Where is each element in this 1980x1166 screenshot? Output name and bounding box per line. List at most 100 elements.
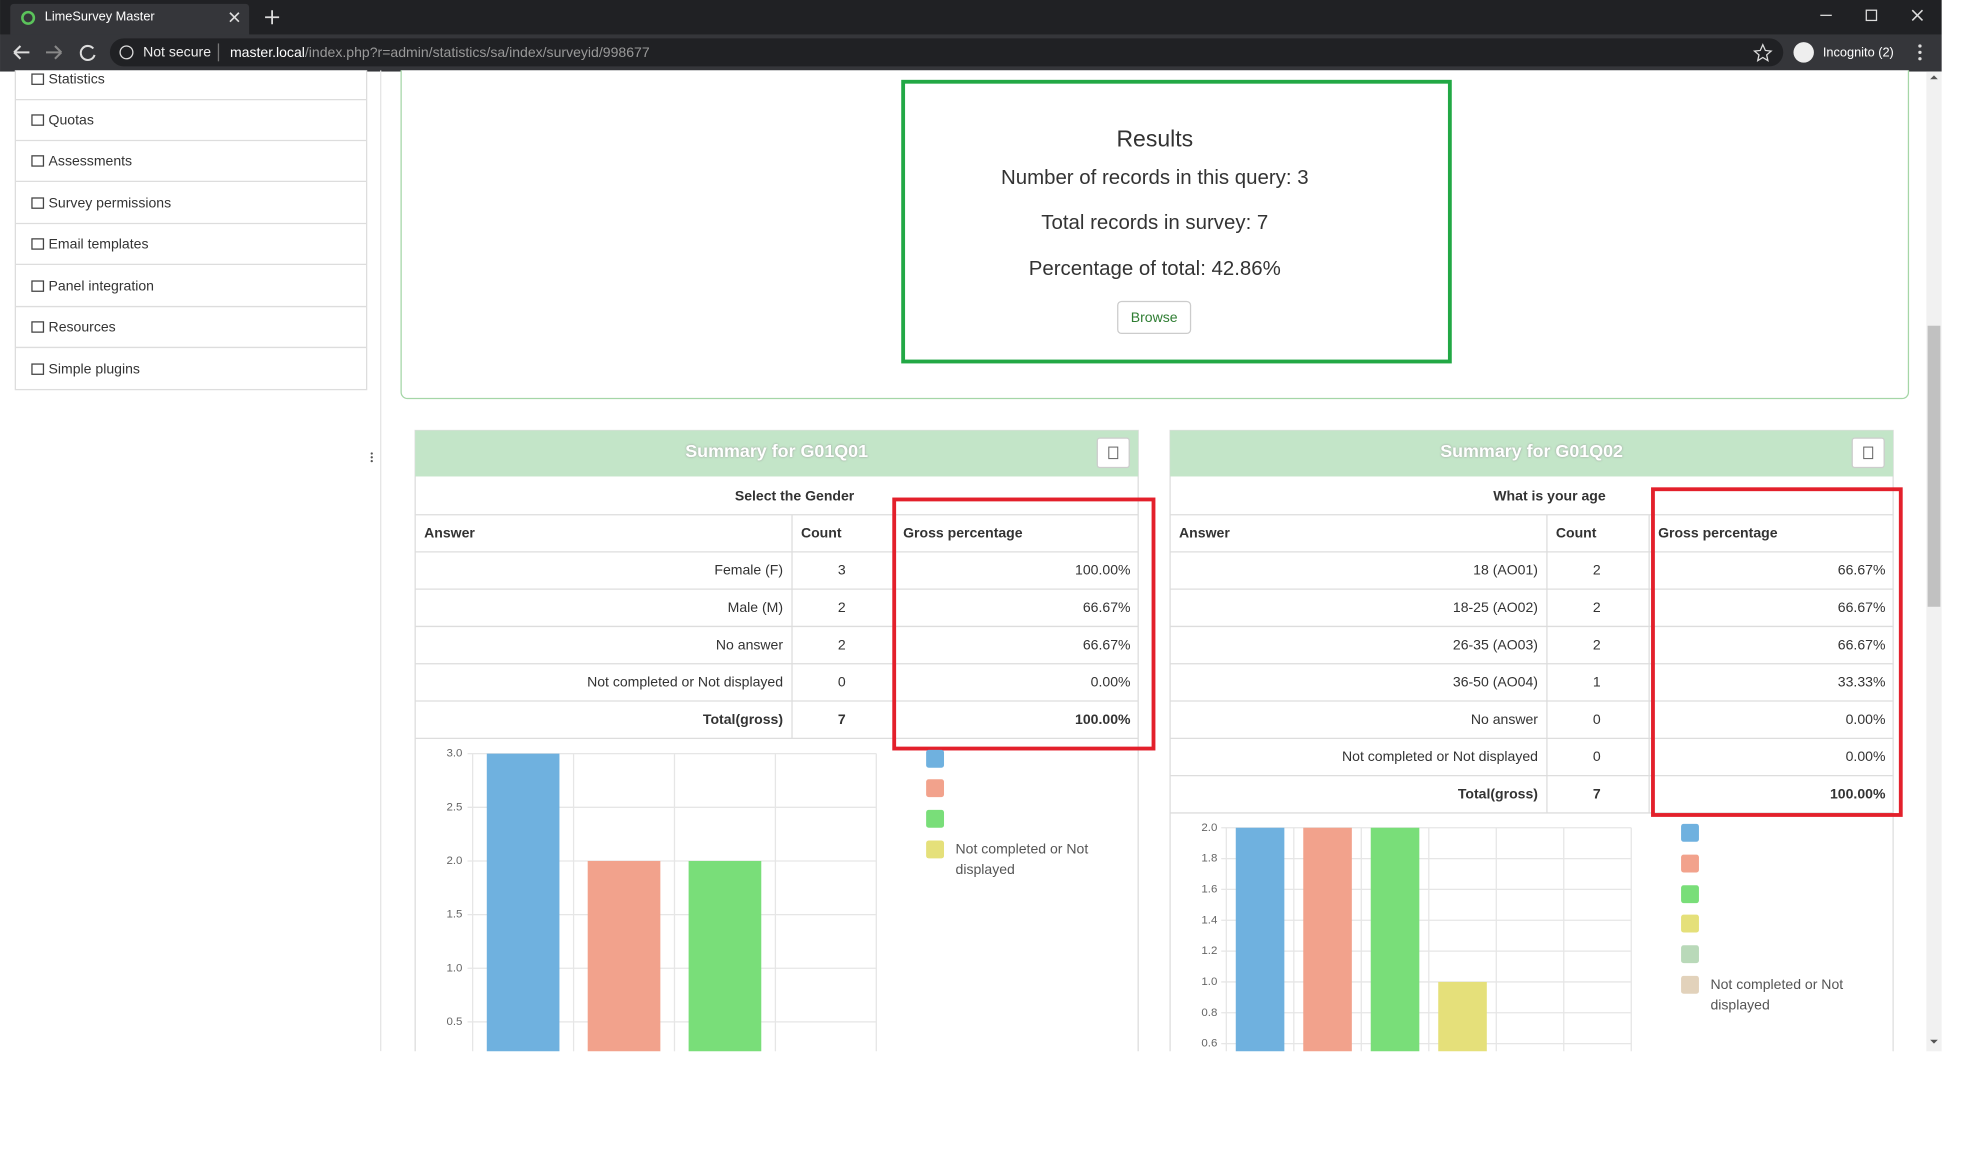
export-icon (1108, 446, 1119, 460)
y-tick-label: 2.0 (446, 855, 462, 867)
export-button[interactable] (1096, 437, 1130, 469)
legend-swatch[interactable] (1681, 945, 1699, 964)
bar (1235, 827, 1285, 1052)
legend-swatch[interactable] (926, 809, 945, 828)
column-header: Gross percentage (903, 525, 1023, 541)
forward[interactable] (46, 45, 63, 60)
results-line: Percentage of total: 42.86% (1029, 258, 1281, 280)
profile-label[interactable]: Incognito (2) (1823, 44, 1894, 59)
page-content: Results Browse Statistics Quotas Assessmen… (14, 70, 1910, 1052)
favicon (21, 10, 36, 25)
legend-swatch[interactable] (1681, 885, 1699, 904)
answer-cell: 26-35 (AO03) (1453, 636, 1538, 652)
collapse-handle[interactable] (370, 452, 373, 463)
bar (486, 753, 560, 1052)
menu-icon (31, 238, 45, 250)
bar (1438, 981, 1487, 1052)
count-cell: 7 (838, 711, 846, 727)
menu-item[interactable]: Panel integration (49, 277, 154, 293)
y-tick-label: 2.5 (446, 801, 462, 813)
question-text: Select the Gender (735, 488, 855, 504)
count-cell: 7 (1593, 786, 1601, 802)
count-cell: 2 (1593, 562, 1601, 578)
answer-cell: Total(gross) (703, 711, 783, 727)
url[interactable]: master.local/index.php?r=admin/statistic… (230, 44, 650, 60)
menu-icon (31, 197, 45, 209)
legend-label[interactable]: Not completed or Not displayed (956, 840, 1089, 876)
answer-cell: Not completed or Not displayed (1342, 748, 1538, 764)
browse-button[interactable] (1117, 300, 1192, 335)
question-text: What is your age (1493, 488, 1606, 504)
count-cell: 2 (838, 599, 846, 615)
count-cell: 2 (1593, 599, 1601, 615)
tab-title[interactable]: LimeSurvey Master (45, 9, 156, 24)
percentage-cell: 0.00% (1846, 711, 1886, 727)
answer-cell: No answer (1471, 711, 1538, 727)
scrollbar-thumb[interactable] (1927, 325, 1941, 607)
legend-swatch[interactable] (1681, 975, 1699, 994)
incognito-icon (1793, 42, 1814, 63)
panel-body (1169, 429, 1894, 1052)
y-tick-label: 1.2 (1201, 945, 1217, 957)
y-tick-label: 1.5 (446, 909, 462, 921)
tab-close[interactable] (229, 12, 240, 23)
new-tab[interactable] (265, 10, 280, 25)
omnibox[interactable] (109, 38, 1784, 67)
back[interactable] (13, 45, 30, 60)
y-tick-label: 0.5 (446, 1016, 462, 1028)
menu-icon (31, 363, 45, 375)
legend-label-line: Not completed or Not (1710, 976, 1843, 992)
percentage-cell: 100.00% (1830, 786, 1886, 802)
panel-header (415, 430, 1139, 477)
results-title: Results (1116, 126, 1193, 152)
bar (688, 860, 762, 1052)
menu-icon (31, 73, 45, 85)
legend-swatch[interactable] (926, 840, 945, 859)
menu-item[interactable]: Simple plugins (49, 361, 140, 377)
legend-swatch[interactable] (926, 749, 945, 768)
menu-item[interactable]: Email templates (49, 235, 149, 251)
menu-item[interactable]: Quotas (49, 111, 94, 127)
menu-item[interactable]: Assessments (49, 152, 133, 168)
legend-label[interactable]: Not completed or Not displayed (1710, 976, 1843, 1012)
y-tick-label: 1.6 (1201, 883, 1217, 895)
export-button[interactable] (1851, 437, 1885, 469)
bookmark-star[interactable] (1752, 43, 1773, 63)
column-header: Answer (424, 525, 475, 541)
legend-swatch[interactable] (926, 779, 945, 798)
legend-swatch[interactable] (1681, 914, 1699, 933)
count-cell: 1 (1593, 674, 1601, 690)
y-tick-label: 0.8 (1201, 1007, 1217, 1019)
menu-item[interactable]: Survey permissions (49, 194, 172, 210)
bar (1370, 827, 1420, 1052)
panel-title: Summary for G01Q01 (685, 441, 868, 461)
answer-cell: Total(gross) (1458, 786, 1538, 802)
sidebar (14, 70, 368, 391)
percentage-cell: 100.00% (1075, 711, 1131, 727)
browse-label[interactable]: Browse (1131, 309, 1178, 325)
answer-cell: Female (F) (714, 562, 783, 578)
menu-item[interactable]: Statistics (49, 71, 105, 87)
count-cell: 2 (838, 636, 846, 652)
tab[interactable] (10, 3, 250, 35)
legend-swatch[interactable] (1681, 823, 1699, 842)
tab-strip (0, 0, 1942, 35)
menu-icon (31, 321, 45, 333)
menu[interactable] (1918, 44, 1922, 61)
legend-swatch[interactable] (1681, 854, 1699, 873)
reload[interactable] (79, 44, 96, 61)
count-cell: 0 (1593, 711, 1601, 727)
highlight-box (892, 497, 1156, 751)
column-header: Count (1556, 525, 1597, 541)
results-panel (400, 70, 1910, 400)
menu-icon (31, 155, 45, 167)
restore[interactable] (1865, 9, 1878, 22)
percentage-cell: 66.67% (1838, 599, 1886, 615)
column-header: Count (801, 525, 842, 541)
results-line: Number of records in this query: 3 (1001, 167, 1309, 189)
y-tick-label: 3.0 (446, 748, 462, 760)
menu-item[interactable]: Resources (49, 318, 116, 334)
close-window[interactable] (1911, 9, 1924, 21)
y-tick-label: 0.6 (1201, 1038, 1217, 1050)
